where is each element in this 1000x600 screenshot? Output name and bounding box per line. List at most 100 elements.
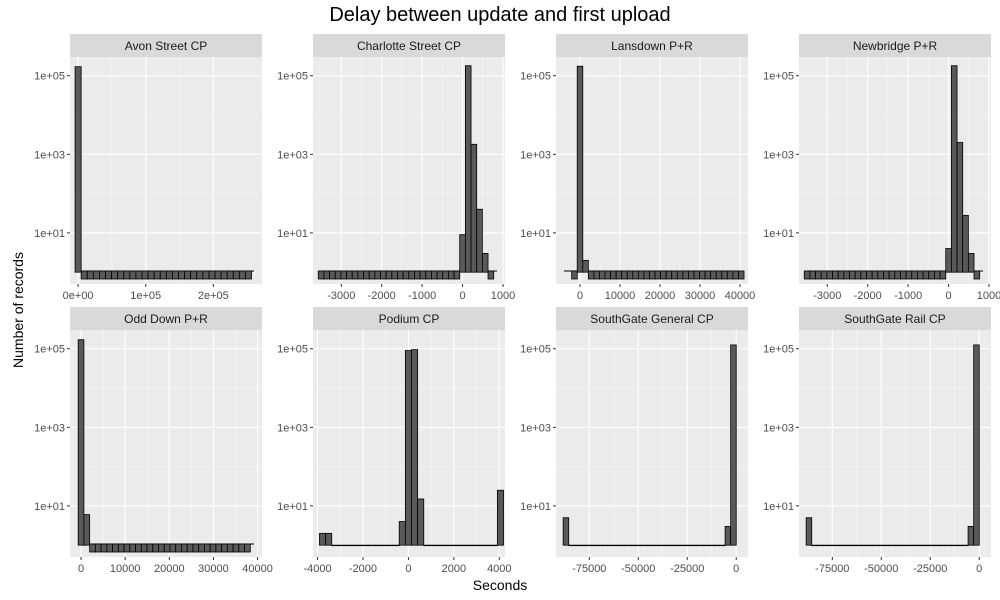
- y-tick-label: 1e+01: [763, 228, 794, 240]
- histogram-bar: [888, 270, 896, 280]
- histogram-bar: [472, 544, 480, 547]
- x-tick-label: 0: [577, 290, 583, 302]
- histogram-bar: [568, 544, 575, 547]
- histogram-bar: [163, 543, 171, 553]
- histogram-bar: [140, 543, 148, 553]
- histogram-bar: [357, 270, 364, 280]
- histogram-bar: [668, 544, 676, 547]
- histogram-bar: [732, 270, 739, 280]
- histogram-bar: [181, 543, 188, 553]
- histogram-bar: [660, 270, 667, 280]
- histogram-bar: [417, 498, 425, 546]
- histogram-bar: [117, 543, 125, 553]
- histogram-bar: [573, 544, 581, 547]
- histogram-bar: [571, 270, 578, 280]
- x-tick-label: -25000: [670, 563, 704, 575]
- histogram-bar: [688, 270, 695, 280]
- panel-background: [556, 330, 748, 557]
- histogram-bar: [435, 544, 443, 547]
- histogram-bar: [585, 544, 592, 547]
- histogram-bar: [386, 544, 394, 547]
- histogram-bar: [696, 544, 704, 547]
- histogram-bar: [803, 270, 811, 280]
- panel-background: [70, 330, 262, 557]
- histogram-bar: [730, 344, 737, 546]
- y-tick-label: 1e+01: [520, 501, 551, 513]
- histogram-bar: [939, 544, 947, 547]
- histogram-bar: [325, 532, 333, 546]
- x-tick-label: -2000: [854, 290, 882, 302]
- histogram-bar: [618, 544, 625, 547]
- histogram-bar: [363, 270, 370, 280]
- facet-strip-label: Avon Street CP: [125, 39, 208, 53]
- histogram-bar: [454, 544, 461, 547]
- histogram-bar: [815, 270, 822, 280]
- histogram-bar: [632, 270, 639, 280]
- histogram-bar: [962, 214, 969, 273]
- x-tick-label: -25000: [913, 563, 947, 575]
- facet-strip: [556, 307, 748, 330]
- x-axis-label: Seconds: [472, 577, 528, 593]
- histogram-bar: [238, 543, 245, 553]
- histogram-bar: [967, 253, 975, 273]
- histogram-bar: [665, 270, 673, 280]
- histogram-bar: [593, 270, 600, 280]
- histogram-bar: [397, 270, 404, 280]
- histogram-bar: [906, 544, 913, 547]
- histogram-bar: [917, 544, 924, 547]
- histogram-bar: [911, 270, 918, 280]
- histogram-bar: [922, 270, 930, 280]
- histogram-bar: [385, 270, 393, 280]
- histogram-bar: [74, 66, 82, 273]
- histogram-bar: [147, 270, 155, 280]
- histogram-bar: [226, 270, 234, 280]
- histogram-bar: [657, 544, 665, 547]
- x-tick-label: -3000: [813, 290, 841, 302]
- y-tick-label: 1e+05: [763, 71, 794, 83]
- y-tick-label: 1e+05: [763, 344, 794, 356]
- x-tick-label: 1000: [977, 290, 1000, 302]
- histogram-bar: [860, 270, 867, 280]
- x-tick-label: 40000: [242, 563, 273, 575]
- x-tick-label: 0: [459, 290, 465, 302]
- histogram-bar: [713, 544, 720, 547]
- histogram-bar: [226, 543, 234, 553]
- histogram-bar: [391, 270, 398, 280]
- histogram-bar: [579, 544, 586, 547]
- histogram-bar: [849, 270, 856, 280]
- y-tick-label: 1e+03: [277, 422, 308, 434]
- histogram-bar: [643, 270, 650, 280]
- histogram-bar: [704, 270, 712, 280]
- facet-strip-label: Newbridge P+R: [853, 39, 938, 53]
- histogram-bar: [478, 544, 486, 547]
- histogram-bar: [447, 544, 455, 547]
- histogram-bar: [894, 270, 901, 280]
- histogram-bar: [693, 270, 700, 280]
- histogram-bar: [89, 543, 96, 553]
- x-tick-label: 10000: [110, 563, 141, 575]
- histogram-bar: [481, 253, 489, 273]
- histogram-bar: [883, 544, 891, 547]
- histogram-bar: [822, 544, 829, 547]
- x-tick-label: 4000: [487, 563, 511, 575]
- y-tick-label: 1e+03: [277, 149, 308, 161]
- histogram-bar: [702, 544, 709, 547]
- y-tick-label: 1e+03: [34, 422, 65, 434]
- histogram-bar: [214, 270, 222, 280]
- chart-title: Delay between update and first upload: [329, 4, 671, 26]
- histogram-bar: [900, 270, 907, 280]
- histogram-bar: [610, 270, 617, 280]
- histogram-bar: [464, 65, 472, 273]
- histogram-bar: [928, 270, 935, 280]
- y-tick-label: 1e+01: [34, 228, 65, 240]
- y-tick-label: 1e+05: [277, 71, 308, 83]
- histogram-bar: [419, 270, 427, 280]
- x-tick-label: -50000: [621, 563, 655, 575]
- x-tick-label: 2e+05: [198, 290, 229, 302]
- histogram-bar: [707, 544, 715, 547]
- histogram-bar: [476, 208, 483, 273]
- x-tick-label: 20000: [645, 290, 676, 302]
- histogram-bar: [950, 65, 958, 273]
- histogram-bar: [123, 543, 131, 553]
